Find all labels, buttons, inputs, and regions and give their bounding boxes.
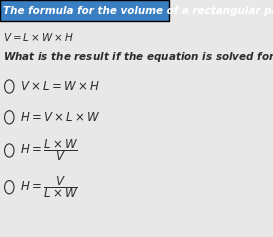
Text: $H = \dfrac{V}{L \times W}$: $H = \dfrac{V}{L \times W}$ [20,174,79,200]
Text: The formula for the volume of a rectangular prism is:: The formula for the volume of a rectangu… [3,6,273,16]
Text: $V = L \times W \times H$: $V = L \times W \times H$ [3,31,74,43]
Text: What is the result if the equation is solved for $H$?: What is the result if the equation is so… [3,50,273,64]
FancyBboxPatch shape [0,0,169,21]
Text: $V \times L = W \times H$: $V \times L = W \times H$ [20,80,100,93]
Text: $H = V \times L \times W$: $H = V \times L \times W$ [20,111,101,124]
Text: $H = \dfrac{L \times W}{V}$: $H = \dfrac{L \times W}{V}$ [20,138,79,163]
